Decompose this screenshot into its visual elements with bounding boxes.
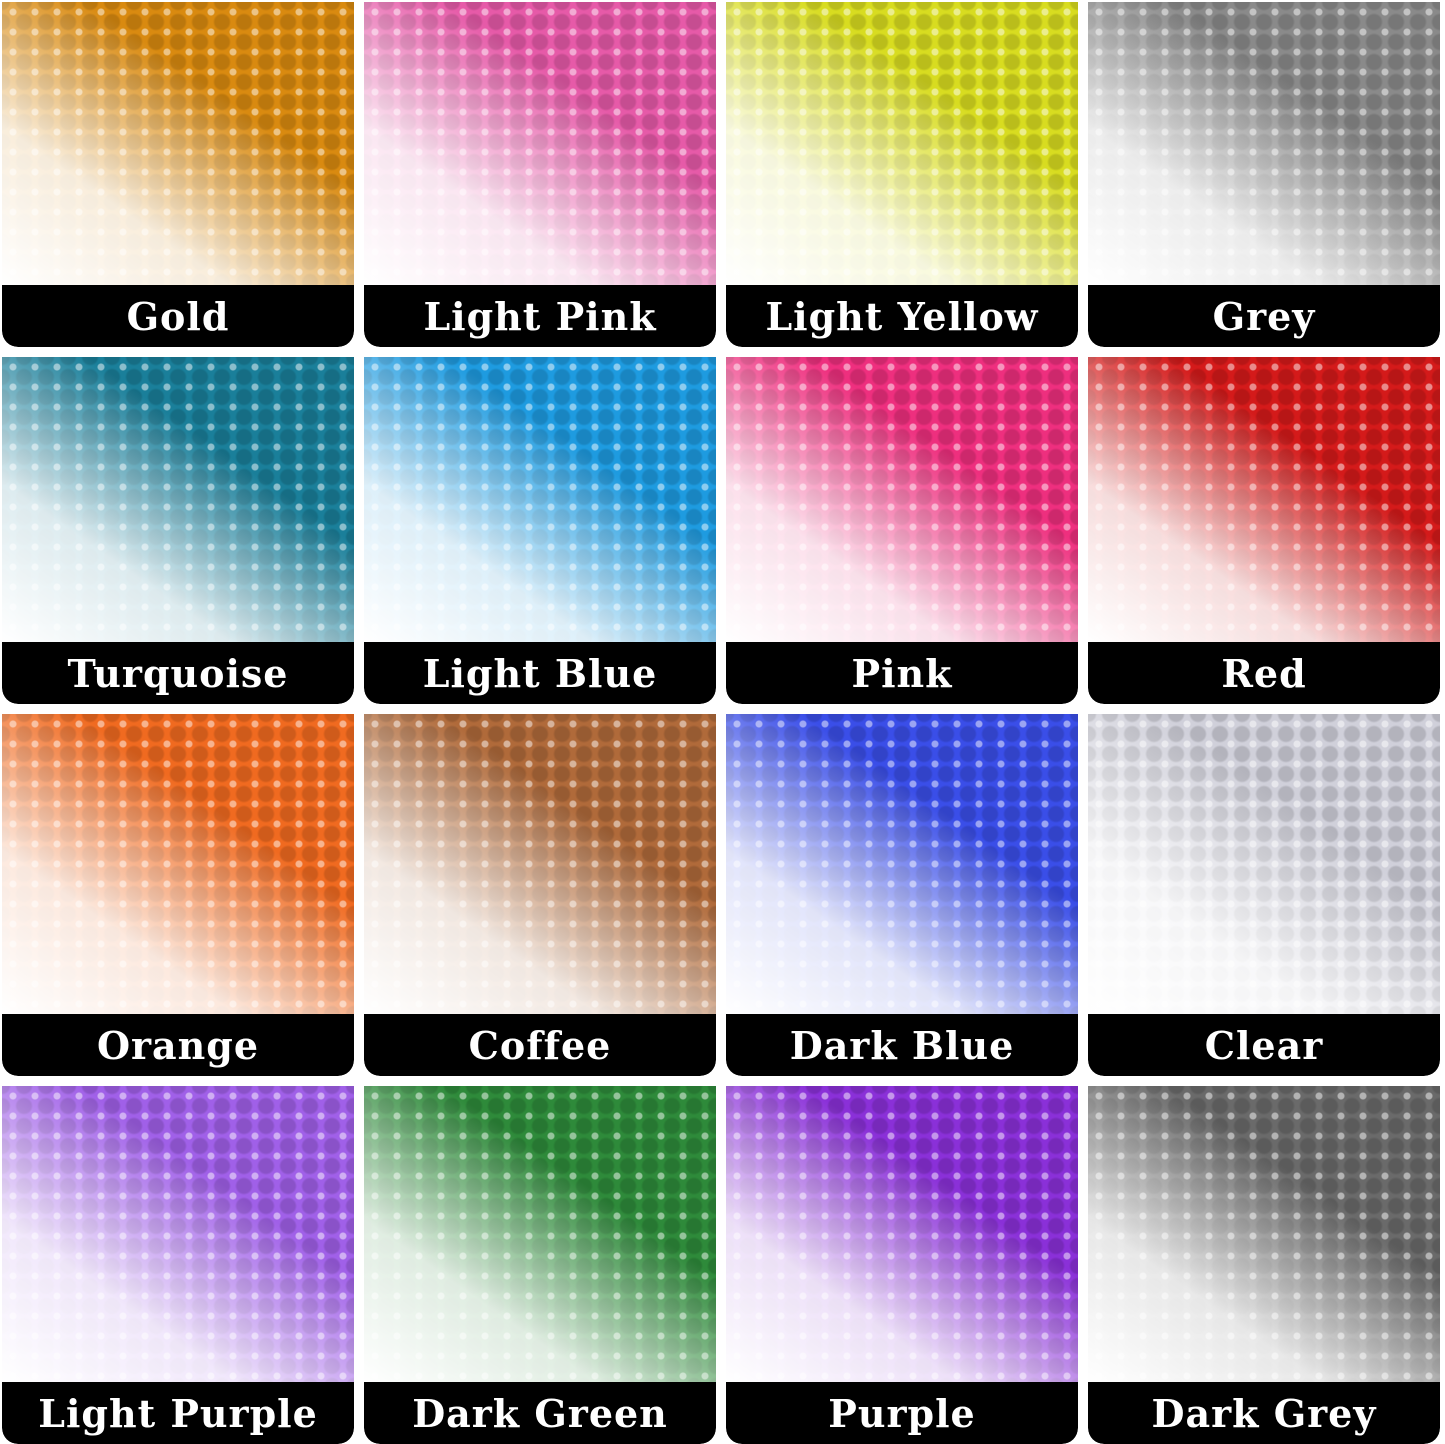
gem-photo bbox=[2, 357, 354, 642]
swatch-label: Dark Green bbox=[364, 1382, 716, 1444]
photo-highlight bbox=[364, 1086, 716, 1382]
swatch-coffee: Coffee bbox=[364, 714, 716, 1076]
gem-photo bbox=[1088, 357, 1440, 642]
swatch-grey: Grey bbox=[1088, 2, 1440, 347]
photo-highlight bbox=[2, 714, 354, 1014]
swatch-purple: Purple bbox=[726, 1086, 1078, 1444]
gem-photo bbox=[1088, 2, 1440, 285]
swatch-dark-grey: Dark Grey bbox=[1088, 1086, 1440, 1444]
swatch-gold: Gold bbox=[2, 2, 354, 347]
gem-photo bbox=[364, 357, 716, 642]
swatch-label: Dark Grey bbox=[1088, 1382, 1440, 1444]
swatch-label: Clear bbox=[1088, 1014, 1440, 1076]
swatch-label: Light Purple bbox=[2, 1382, 354, 1444]
photo-highlight bbox=[1088, 2, 1440, 285]
photo-highlight bbox=[726, 357, 1078, 642]
swatch-dark-green: Dark Green bbox=[364, 1086, 716, 1444]
gem-photo bbox=[726, 357, 1078, 642]
gem-photo bbox=[364, 1086, 716, 1382]
photo-highlight bbox=[1088, 714, 1440, 1014]
swatch-pink: Pink bbox=[726, 357, 1078, 704]
swatch-label: Purple bbox=[726, 1382, 1078, 1444]
swatch-light-yellow: Light Yellow bbox=[726, 2, 1078, 347]
photo-highlight bbox=[364, 714, 716, 1014]
swatch-light-pink: Light Pink bbox=[364, 2, 716, 347]
photo-highlight bbox=[726, 2, 1078, 285]
swatch-turquoise: Turquoise bbox=[2, 357, 354, 704]
gem-photo bbox=[726, 2, 1078, 285]
swatch-label: Light Yellow bbox=[726, 285, 1078, 347]
swatch-label: Pink bbox=[726, 642, 1078, 704]
swatch-label: Light Blue bbox=[364, 642, 716, 704]
photo-highlight bbox=[726, 714, 1078, 1014]
photo-highlight bbox=[1088, 1086, 1440, 1382]
gem-photo bbox=[1088, 1086, 1440, 1382]
gem-photo bbox=[1088, 714, 1440, 1014]
swatch-orange: Orange bbox=[2, 714, 354, 1076]
swatch-label: Red bbox=[1088, 642, 1440, 704]
gem-photo bbox=[2, 2, 354, 285]
photo-highlight bbox=[726, 1086, 1078, 1382]
gem-photo bbox=[364, 2, 716, 285]
swatch-red: Red bbox=[1088, 357, 1440, 704]
photo-highlight bbox=[2, 1086, 354, 1382]
gem-photo bbox=[2, 714, 354, 1014]
photo-highlight bbox=[364, 2, 716, 285]
swatch-light-purple: Light Purple bbox=[2, 1086, 354, 1444]
photo-highlight bbox=[364, 357, 716, 642]
swatch-label: Coffee bbox=[364, 1014, 716, 1076]
swatch-label: Orange bbox=[2, 1014, 354, 1076]
swatch-dark-blue: Dark Blue bbox=[726, 714, 1078, 1076]
photo-highlight bbox=[2, 357, 354, 642]
swatch-label: Turquoise bbox=[2, 642, 354, 704]
swatch-label: Grey bbox=[1088, 285, 1440, 347]
swatch-label: Dark Blue bbox=[726, 1014, 1078, 1076]
photo-highlight bbox=[2, 2, 354, 285]
gem-photo bbox=[726, 714, 1078, 1014]
gem-photo bbox=[2, 1086, 354, 1382]
swatch-clear: Clear bbox=[1088, 714, 1440, 1076]
swatch-label: Light Pink bbox=[364, 285, 716, 347]
swatch-label: Gold bbox=[2, 285, 354, 347]
gem-photo bbox=[726, 1086, 1078, 1382]
gem-photo bbox=[364, 714, 716, 1014]
swatch-light-blue: Light Blue bbox=[364, 357, 716, 704]
photo-highlight bbox=[1088, 357, 1440, 642]
